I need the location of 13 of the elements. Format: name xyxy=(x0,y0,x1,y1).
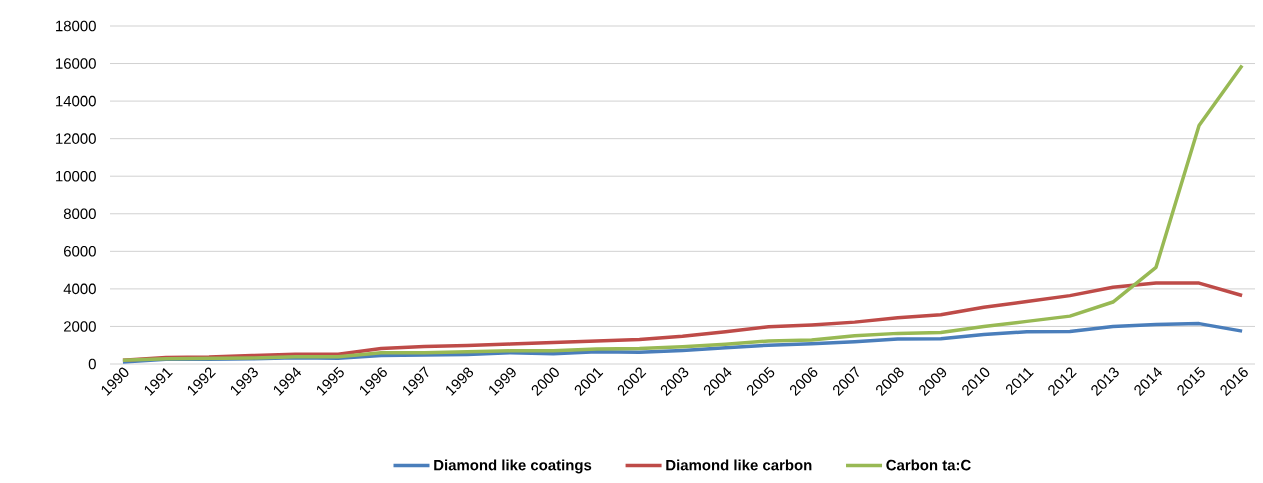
legend-label: Diamond like coatings xyxy=(434,459,592,474)
y-tick-label: 14000 xyxy=(56,95,96,107)
y-tick-label: 0 xyxy=(88,358,96,370)
legend-label: Diamond like carbon xyxy=(666,459,812,471)
y-tick-label: 6000 xyxy=(64,246,96,257)
y-tick-label: 10000 xyxy=(56,170,96,182)
y-tick-label: 4000 xyxy=(63,283,96,295)
y-tick-label: 12000 xyxy=(56,133,96,144)
y-tick-label: 2000 xyxy=(63,321,96,332)
y-tick-label: 8000 xyxy=(63,208,96,220)
y-tick-label: 18000 xyxy=(56,20,96,32)
legend-label: Carbon ta:C xyxy=(886,459,971,471)
y-tick-label: 16000 xyxy=(56,58,96,69)
